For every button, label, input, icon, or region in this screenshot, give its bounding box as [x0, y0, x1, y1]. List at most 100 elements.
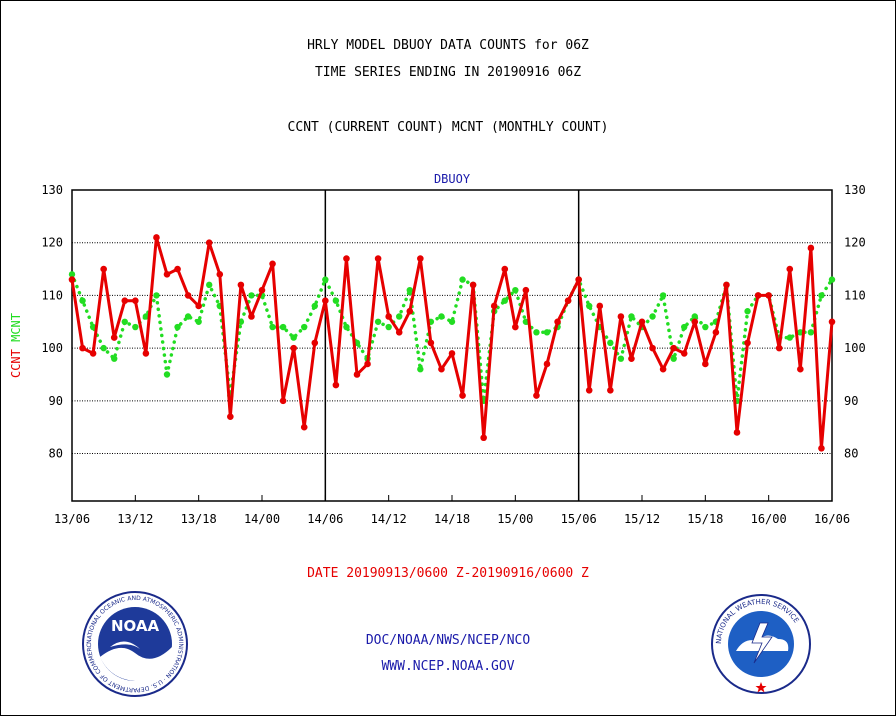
- data-point-ccnt: [343, 255, 350, 262]
- data-point-mcnt: [343, 323, 350, 331]
- data-point-ccnt: [279, 397, 287, 405]
- plot-title: DBUOY: [434, 172, 471, 186]
- data-point-mcnt: [586, 302, 593, 310]
- data-point-ccnt: [596, 302, 604, 310]
- data-point-ccnt: [332, 381, 340, 389]
- data-point-mcnt: [269, 323, 276, 331]
- data-point-mcnt: [174, 323, 181, 331]
- data-point-ccnt: [754, 292, 762, 299]
- data-point-mcnt: [248, 292, 255, 299]
- y-axis-label: CCNT MCNT: [9, 313, 23, 378]
- data-point-ccnt: [733, 429, 741, 436]
- data-point-ccnt: [501, 265, 509, 273]
- data-point-mcnt: [417, 366, 424, 373]
- data-point-ccnt: [649, 344, 656, 352]
- data-point-ccnt: [480, 434, 487, 442]
- data-point-ccnt: [786, 265, 794, 273]
- data-point-ccnt: [89, 350, 97, 357]
- data-point-mcnt: [807, 329, 815, 336]
- data-point-mcnt: [132, 323, 139, 331]
- data-point-ccnt: [680, 350, 688, 357]
- y-tick-label-left: 80: [49, 447, 63, 461]
- data-point-mcnt: [691, 313, 698, 320]
- y-tick-label-left: 130: [41, 183, 63, 197]
- noaa-logo: NOAA NATIONAL OCEANIC AND ATMOSPHERIC AD…: [80, 589, 188, 697]
- data-point-mcnt: [702, 323, 709, 331]
- data-point-ccnt: [100, 265, 107, 273]
- x-tick-label: 15/06: [561, 512, 597, 526]
- x-tick-label: 16/06: [814, 512, 850, 526]
- data-point-ccnt: [659, 365, 667, 373]
- y-tick-label-left: 120: [41, 236, 63, 250]
- x-tick-label: 14/06: [307, 512, 343, 526]
- data-point-ccnt: [670, 344, 677, 352]
- data-point-ccnt: [818, 444, 825, 452]
- x-tick-label: 14/18: [434, 512, 470, 526]
- data-point-mcnt: [121, 318, 128, 325]
- y-tick-label-right: 110: [844, 288, 866, 302]
- data-point-ccnt: [153, 234, 160, 241]
- plot-border: [71, 189, 833, 502]
- data-point-mcnt: [459, 276, 466, 283]
- data-point-mcnt: [786, 334, 793, 341]
- data-point-ccnt: [427, 339, 435, 347]
- data-point-ccnt: [269, 260, 276, 268]
- data-point-ccnt: [765, 292, 772, 299]
- data-point-ccnt: [617, 313, 625, 320]
- data-point-ccnt: [807, 244, 815, 252]
- data-point-ccnt: [575, 276, 582, 283]
- y-tick-label-right: 130: [844, 183, 866, 197]
- y-tick-label-left: 110: [41, 288, 63, 302]
- data-point-mcnt: [649, 313, 656, 320]
- data-point-mcnt: [100, 344, 107, 352]
- data-point-ccnt: [638, 318, 646, 326]
- data-point-mcnt: [163, 371, 171, 378]
- data-point-ccnt: [554, 318, 561, 326]
- data-point-mcnt: [406, 286, 413, 294]
- data-point-ccnt: [110, 334, 118, 341]
- data-point-ccnt: [163, 271, 171, 278]
- data-point-ccnt: [459, 392, 466, 399]
- data-point-mcnt: [670, 355, 677, 362]
- data-point-ccnt: [237, 281, 245, 289]
- data-point-mcnt: [385, 323, 392, 331]
- data-point-ccnt: [543, 360, 551, 368]
- data-point-mcnt: [79, 297, 86, 304]
- data-point-mcnt: [659, 292, 667, 299]
- data-point-mcnt: [374, 318, 382, 325]
- data-point-mcnt: [184, 313, 192, 320]
- data-point-ccnt: [121, 297, 129, 304]
- data-point-mcnt: [448, 318, 456, 325]
- data-point-ccnt: [533, 392, 540, 399]
- x-tick-label: 13/18: [181, 512, 217, 526]
- data-point-ccnt: [290, 344, 297, 352]
- data-point-ccnt: [258, 286, 266, 294]
- y-axis-label-mcnt: MCNT: [9, 313, 23, 342]
- x-tick-label: 16/00: [751, 512, 787, 526]
- data-point-ccnt: [417, 255, 424, 262]
- data-point-ccnt: [68, 276, 76, 283]
- data-point-ccnt: [174, 265, 181, 273]
- data-point-mcnt: [322, 276, 329, 283]
- data-point-ccnt: [522, 286, 530, 294]
- y-tick-label-right: 120: [844, 236, 866, 250]
- data-point-mcnt: [311, 302, 318, 310]
- data-point-ccnt: [195, 302, 202, 310]
- chart-title-line3: CCNT (CURRENT COUNT) MCNT (MONTHLY COUNT…: [287, 120, 609, 135]
- data-point-mcnt: [438, 313, 445, 320]
- data-point-mcnt: [290, 334, 297, 341]
- data-point-ccnt: [227, 413, 234, 420]
- chart-title-line2: TIME SERIES ENDING IN 20190916 06Z: [314, 65, 582, 80]
- date-range-label: DATE 20190913/0600 Z-20190916/0600 Z: [307, 566, 589, 581]
- series-line-ccnt: [70, 235, 834, 450]
- data-point-mcnt: [111, 355, 118, 362]
- doc-noaa-label: DOC/NOAA/NWS/NCEP/NCO: [365, 633, 531, 648]
- data-point-ccnt: [712, 329, 720, 336]
- x-tick-label: 14/00: [244, 512, 280, 526]
- data-point-ccnt: [374, 255, 382, 262]
- data-point-ccnt: [79, 344, 86, 352]
- x-tick-label: 14/12: [371, 512, 407, 526]
- data-point-mcnt: [744, 308, 751, 315]
- data-point-ccnt: [300, 423, 308, 431]
- x-tick-label: 15/00: [497, 512, 533, 526]
